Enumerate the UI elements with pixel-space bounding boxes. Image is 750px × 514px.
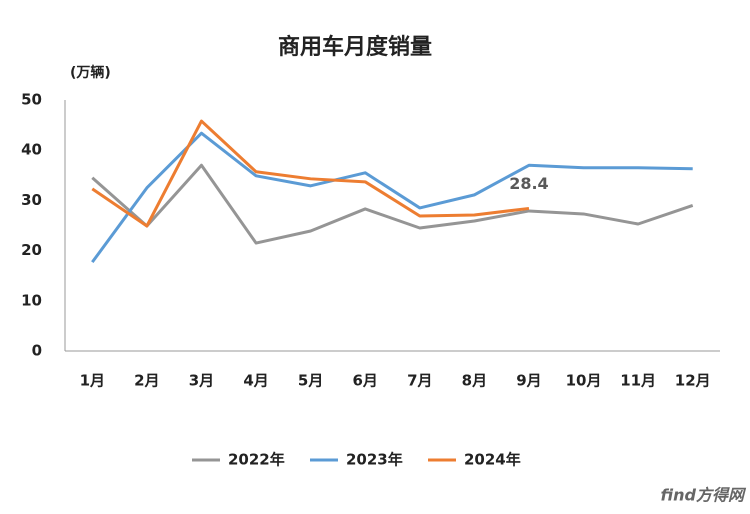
y-tick-label: 0: [32, 342, 42, 360]
legend-label: 2023年: [346, 451, 403, 469]
y-tick-label: 40: [21, 141, 42, 159]
y-tick-label: 50: [21, 91, 42, 109]
chart-title: 商用车月度销量: [278, 34, 432, 60]
value-label: 28.4: [509, 174, 548, 193]
x-tick-label: 10月: [566, 372, 602, 390]
x-tick-label: 8月: [462, 372, 487, 390]
legend-label: 2022年: [228, 451, 285, 469]
y-tick-label: 30: [21, 191, 42, 209]
x-tick-label: 11月: [620, 372, 656, 390]
y-tick-label: 20: [21, 241, 42, 259]
x-tick-label: 2月: [134, 372, 159, 390]
x-tick-label: 9月: [516, 372, 541, 390]
series-line: [91, 119, 530, 228]
x-tick-label: 1月: [80, 372, 105, 390]
x-tick-label: 12月: [675, 372, 711, 390]
legend-label: 2024年: [464, 451, 521, 469]
series-line: [91, 131, 693, 264]
x-tick-label: 4月: [243, 372, 268, 390]
source-logo: find方得网: [661, 486, 747, 505]
x-tick-label: 7月: [407, 372, 432, 390]
x-tick-label: 5月: [298, 372, 323, 390]
series-line: [91, 163, 694, 245]
x-tick-label: 3月: [189, 372, 214, 390]
y-tick-label: 10: [21, 291, 42, 309]
y-axis-label: (万辆): [70, 64, 111, 81]
x-tick-label: 6月: [352, 372, 377, 390]
